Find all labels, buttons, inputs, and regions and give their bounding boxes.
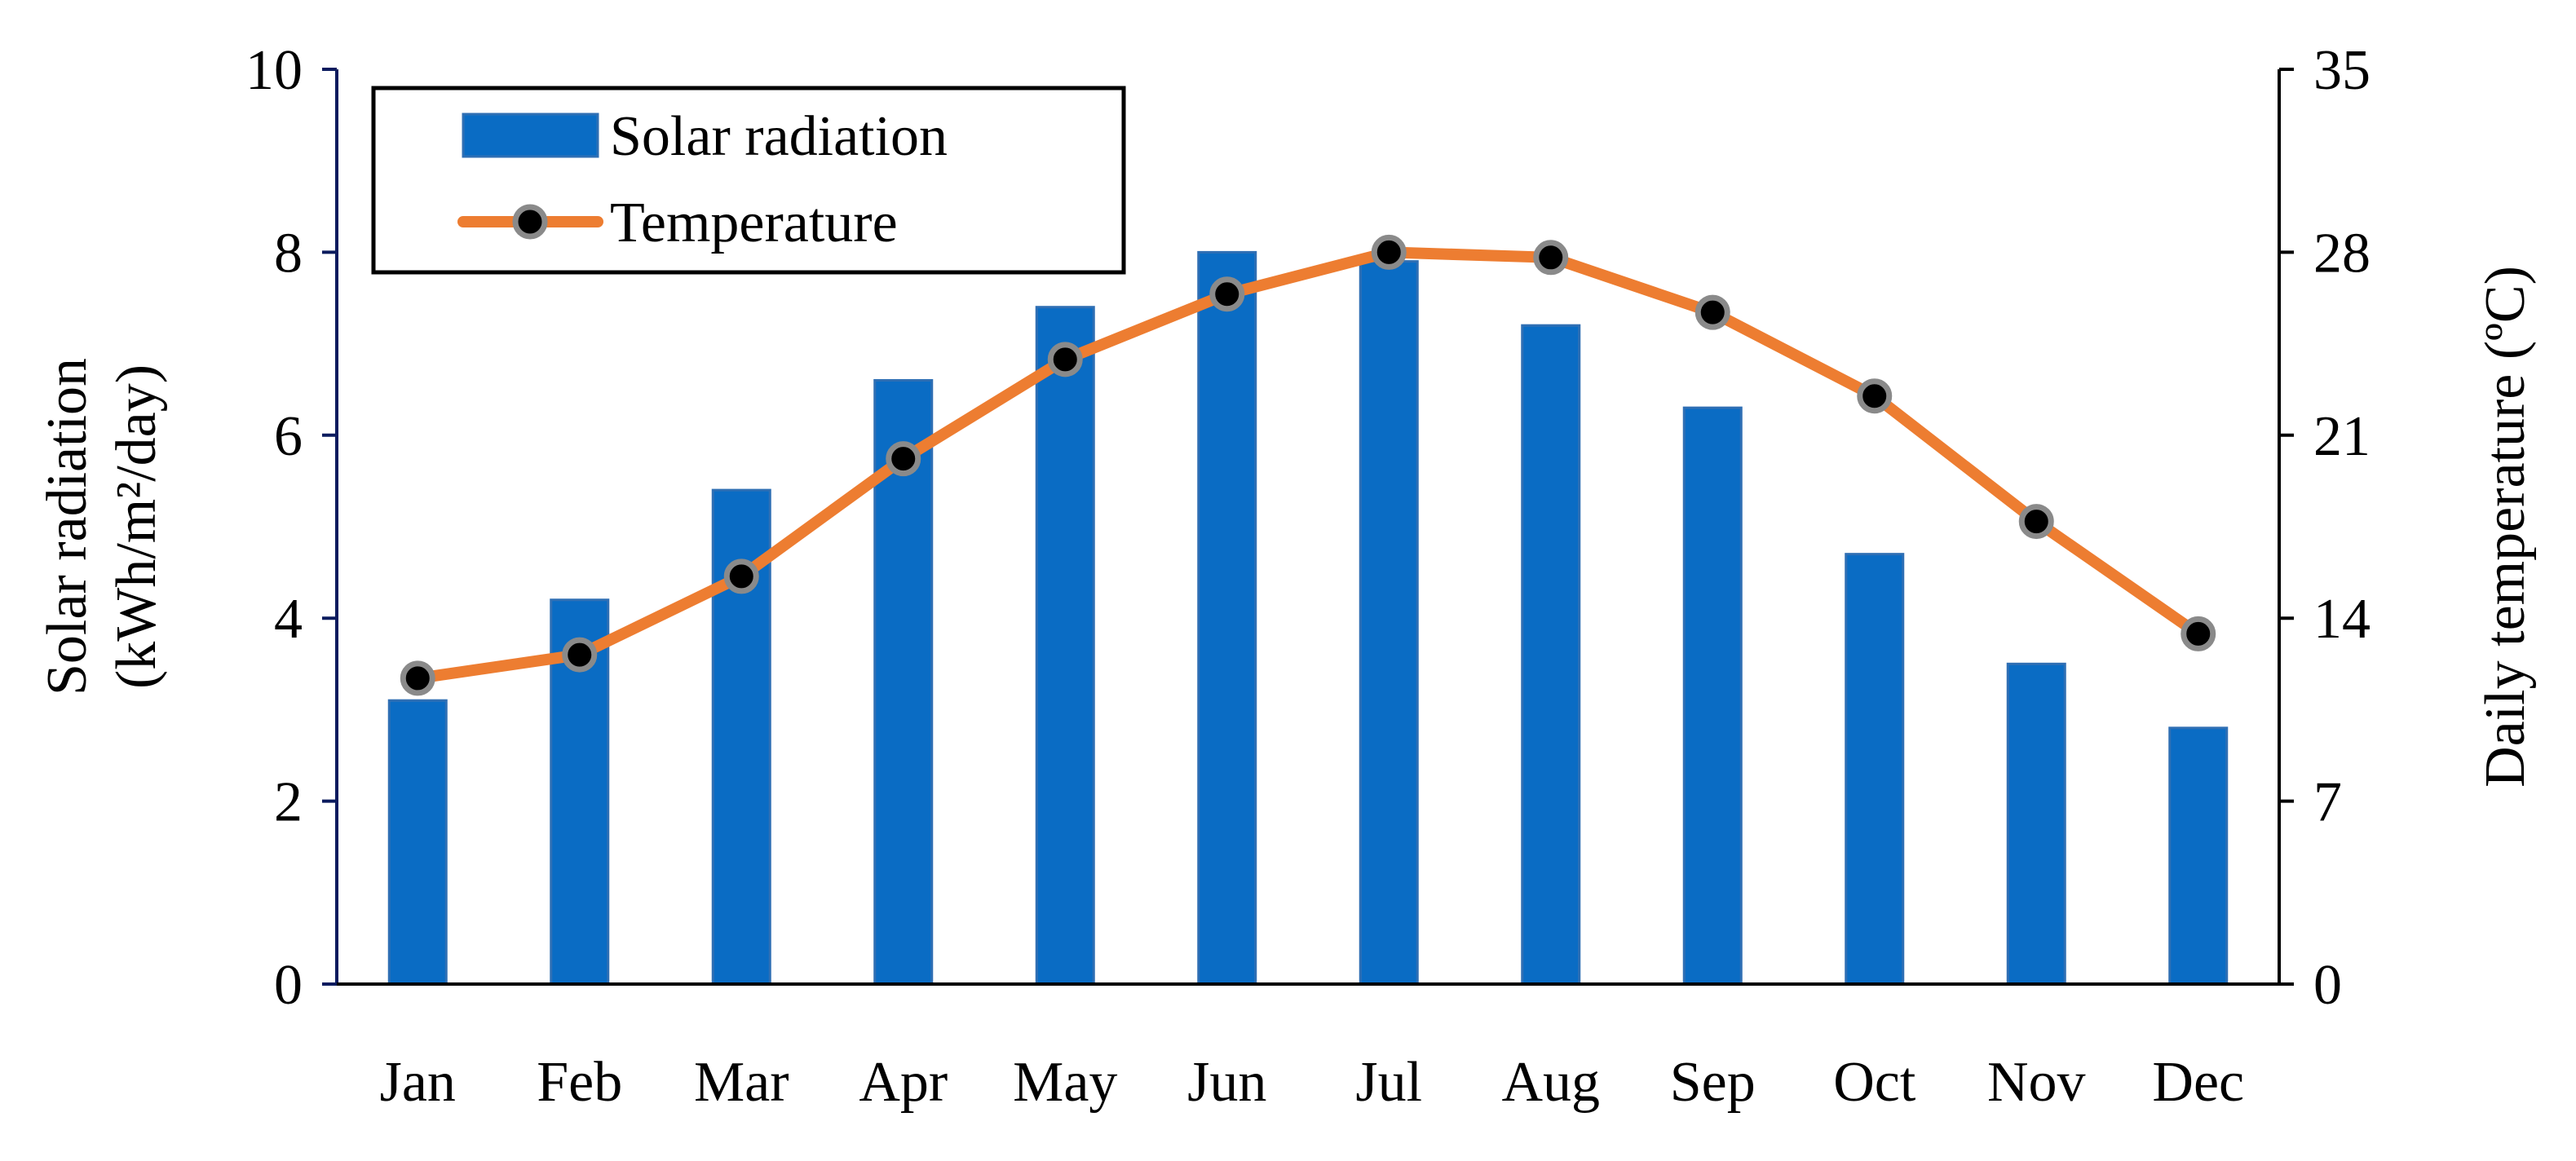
x-tick-label: Dec	[2152, 1051, 2244, 1114]
temperature-point-mar	[723, 558, 759, 594]
x-tick-label: May	[1013, 1051, 1117, 1114]
legend-label-temperature: Temperature	[610, 192, 898, 254]
x-tick-label: Sep	[1670, 1051, 1756, 1114]
y-axis-title-left: Solar radiation	[36, 358, 99, 695]
temperature-point-jun	[1209, 276, 1245, 312]
bar-solar-jun	[1197, 250, 1257, 986]
x-tick-label: Oct	[1833, 1051, 1916, 1114]
bar-solar-may	[1035, 306, 1095, 986]
temperature-point-dec	[2181, 616, 2216, 651]
y-tick-label-left: 2	[274, 771, 303, 834]
temperature-point-oct	[1857, 378, 1893, 414]
bar-solar-oct	[1845, 553, 1905, 986]
bar-solar-jan	[387, 699, 448, 986]
temperature-point-aug	[1533, 240, 1569, 276]
x-tick-label: Jul	[1355, 1051, 1422, 1114]
bar-solar-dec	[2168, 726, 2229, 986]
y-tick-label-right: 35	[2313, 39, 2371, 102]
y-tick-label-right: 0	[2313, 954, 2342, 1017]
temperature-point-feb	[562, 637, 598, 673]
bar-solar-aug	[1521, 324, 1581, 986]
temperature-point-may	[1047, 342, 1083, 377]
x-tick-label: Jan	[380, 1051, 456, 1114]
temperature-line	[412, 246, 2204, 684]
legend-swatch-temperature-marker	[512, 204, 548, 240]
legend-label-solar: Solar radiation	[610, 105, 948, 168]
temperature-point-nov	[2018, 504, 2054, 540]
x-tick-label: Feb	[537, 1051, 622, 1114]
y-tick-label-left: 6	[274, 405, 303, 468]
temperature-point-jan	[400, 660, 435, 696]
x-tick-label: Aug	[1501, 1051, 1600, 1114]
legend-swatch-solar	[462, 113, 599, 158]
y-tick-label-left: 8	[274, 222, 303, 285]
y-tick-label-left: 4	[274, 588, 303, 651]
y-axis-title-right: Daily temperature (ºC)	[2474, 266, 2537, 788]
x-tick-label: Apr	[859, 1051, 948, 1114]
y-tick-label-right: 28	[2313, 222, 2371, 285]
temperature-point-sep	[1695, 294, 1730, 330]
bar-solar-sep	[1682, 406, 1743, 986]
y-tick-label-right: 14	[2313, 588, 2371, 651]
y-axis-unit-left: (kWh/m²/day)	[105, 364, 168, 689]
y-tick-label-right: 7	[2313, 771, 2342, 834]
x-tick-label: Nov	[1987, 1051, 2086, 1114]
bar-solar-nov	[2006, 662, 2066, 986]
temperature-point-jul	[1371, 234, 1407, 270]
y-tick-label-left: 10	[245, 39, 303, 102]
x-tick-label: Mar	[694, 1051, 789, 1114]
y-tick-label-right: 21	[2313, 405, 2371, 468]
x-tick-label: Jun	[1187, 1051, 1266, 1114]
temperature-point-apr	[886, 441, 921, 477]
y-tick-label-left: 0	[274, 954, 303, 1017]
bar-solar-jul	[1359, 260, 1419, 986]
